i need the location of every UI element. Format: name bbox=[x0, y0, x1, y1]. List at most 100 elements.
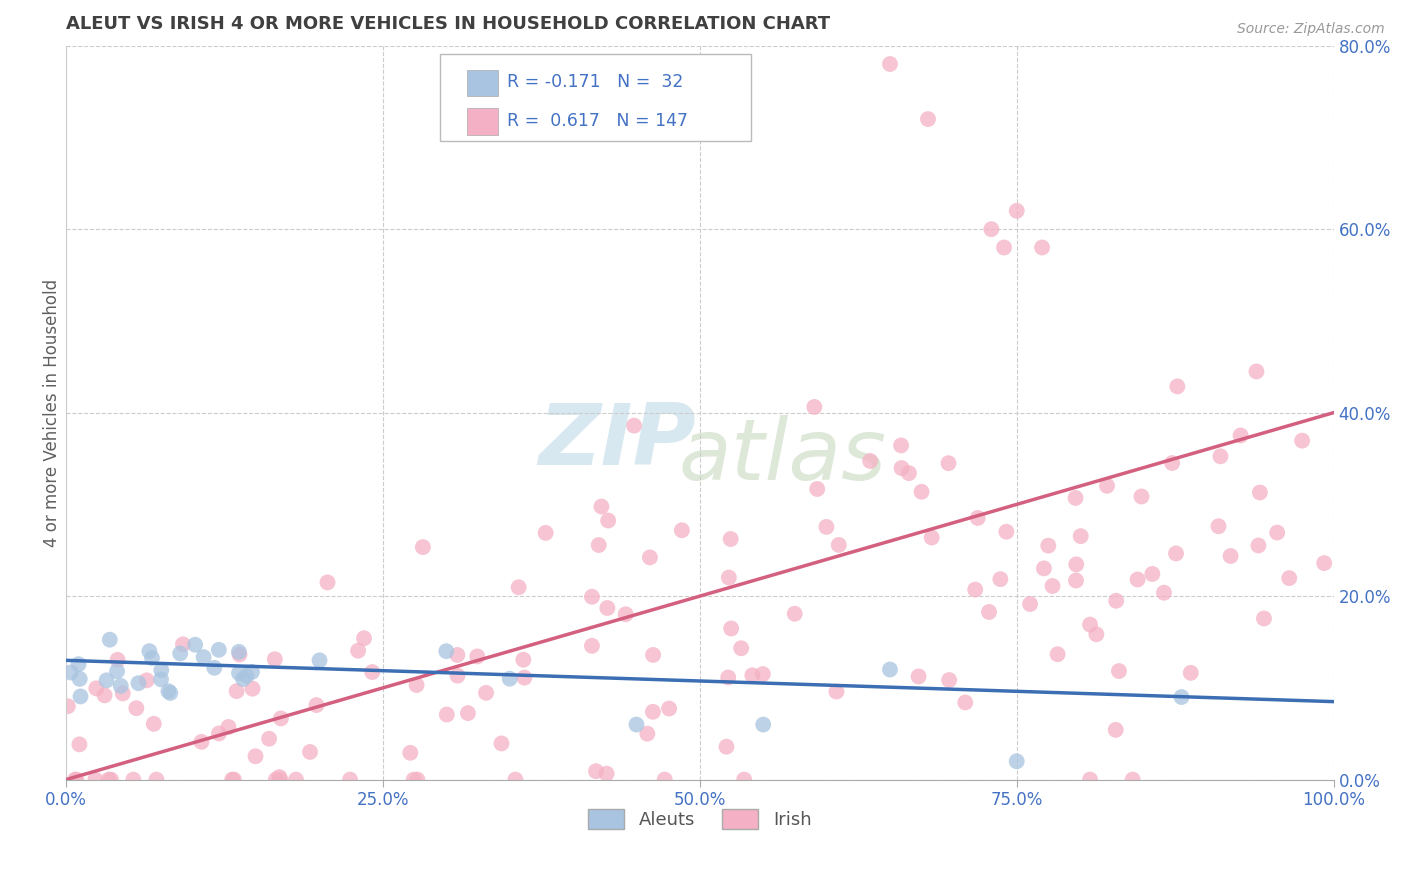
Point bbox=[658, 701, 681, 715]
Point bbox=[1038, 539, 1060, 553]
Point bbox=[405, 678, 427, 692]
Point bbox=[228, 665, 250, 680]
Point bbox=[190, 735, 212, 749]
Point bbox=[446, 648, 468, 662]
Point bbox=[347, 643, 370, 657]
Text: ALEUT VS IRISH 4 OR MORE VEHICLES IN HOUSEHOLD CORRELATION CHART: ALEUT VS IRISH 4 OR MORE VEHICLES IN HOU… bbox=[66, 15, 830, 33]
Point bbox=[110, 679, 132, 693]
Point bbox=[1005, 754, 1028, 768]
Point bbox=[1031, 240, 1053, 254]
Point bbox=[1219, 549, 1241, 563]
Point bbox=[169, 647, 191, 661]
Point bbox=[1130, 490, 1153, 504]
Point bbox=[1313, 556, 1336, 570]
Point bbox=[508, 580, 530, 594]
Point bbox=[1208, 519, 1230, 533]
Point bbox=[720, 532, 742, 546]
Point bbox=[1085, 627, 1108, 641]
Point bbox=[636, 727, 658, 741]
Point bbox=[157, 684, 180, 698]
Text: R = -0.171   N =  32: R = -0.171 N = 32 bbox=[508, 73, 683, 91]
Point bbox=[97, 772, 120, 787]
Point bbox=[465, 649, 488, 664]
Point bbox=[111, 686, 134, 700]
Point bbox=[1161, 456, 1184, 470]
Point bbox=[1180, 665, 1202, 680]
Point bbox=[475, 686, 498, 700]
Point bbox=[353, 632, 375, 646]
Point bbox=[145, 772, 167, 787]
Point bbox=[1247, 539, 1270, 553]
Point bbox=[308, 653, 330, 667]
Point bbox=[56, 699, 79, 714]
Point bbox=[1164, 547, 1187, 561]
Point bbox=[141, 651, 163, 665]
Point bbox=[965, 582, 987, 597]
Point bbox=[1005, 203, 1028, 218]
Text: atlas: atlas bbox=[678, 415, 886, 498]
Point bbox=[150, 663, 173, 677]
Point bbox=[69, 672, 91, 686]
Point bbox=[643, 648, 665, 662]
Point bbox=[741, 668, 763, 682]
Point bbox=[446, 668, 468, 682]
Point bbox=[638, 550, 661, 565]
Point bbox=[240, 665, 263, 679]
Point bbox=[193, 650, 215, 665]
Point bbox=[733, 772, 755, 787]
Point bbox=[938, 456, 960, 470]
Point bbox=[907, 669, 929, 683]
Point bbox=[100, 772, 122, 787]
Point bbox=[399, 746, 422, 760]
Point bbox=[1209, 450, 1232, 464]
Point bbox=[1105, 723, 1128, 737]
Point bbox=[499, 672, 522, 686]
Point bbox=[208, 726, 231, 740]
Point bbox=[235, 669, 257, 683]
Point bbox=[270, 711, 292, 725]
Point bbox=[955, 696, 977, 710]
Point bbox=[1095, 479, 1118, 493]
Point bbox=[626, 717, 648, 731]
Point bbox=[1108, 664, 1130, 678]
Point bbox=[150, 673, 173, 687]
Point bbox=[1170, 690, 1192, 704]
Point bbox=[402, 772, 425, 787]
Point bbox=[938, 673, 960, 687]
Point bbox=[125, 701, 148, 715]
Point bbox=[107, 653, 129, 667]
Point bbox=[1249, 485, 1271, 500]
Point bbox=[623, 418, 645, 433]
Point bbox=[138, 644, 160, 658]
Point bbox=[890, 461, 912, 475]
Point bbox=[1064, 491, 1087, 505]
Point bbox=[361, 665, 384, 679]
Point bbox=[406, 772, 429, 787]
Point bbox=[93, 689, 115, 703]
Point bbox=[59, 665, 82, 680]
Point bbox=[825, 684, 848, 698]
Point bbox=[879, 57, 901, 71]
Point bbox=[1229, 428, 1251, 442]
Point bbox=[67, 737, 90, 751]
Point bbox=[257, 731, 280, 746]
Point bbox=[1142, 566, 1164, 581]
Point bbox=[222, 772, 245, 787]
Point bbox=[434, 644, 457, 658]
Text: ZIP: ZIP bbox=[538, 401, 696, 483]
Point bbox=[1042, 579, 1064, 593]
Point bbox=[720, 622, 742, 636]
Point bbox=[993, 240, 1015, 254]
Point bbox=[513, 671, 536, 685]
Point bbox=[595, 766, 617, 780]
Point bbox=[828, 538, 851, 552]
Point bbox=[305, 698, 328, 712]
Point bbox=[269, 772, 291, 787]
Point bbox=[339, 772, 361, 787]
Point bbox=[588, 538, 610, 552]
Point bbox=[67, 657, 90, 672]
Point bbox=[614, 607, 637, 622]
Point bbox=[316, 575, 339, 590]
Point bbox=[491, 736, 513, 750]
Point bbox=[264, 772, 287, 787]
